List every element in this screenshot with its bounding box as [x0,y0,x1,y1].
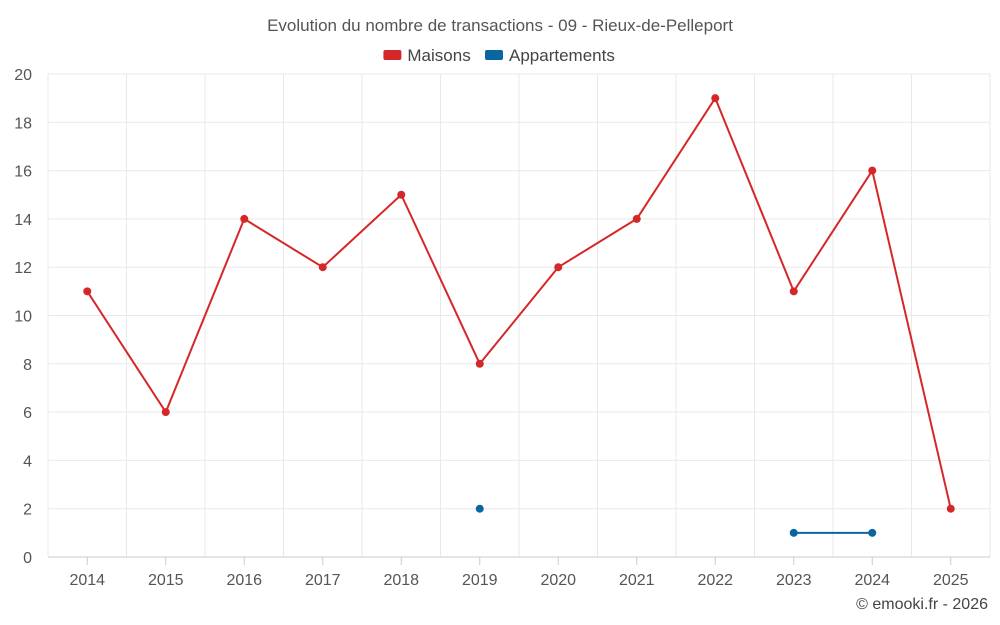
legend-item-appartements[interactable]: Appartements [485,46,615,65]
y-tick-label: 4 [23,453,32,470]
legend[interactable]: Maisons Appartements [383,46,615,65]
data-point[interactable] [397,190,406,199]
data-point[interactable] [632,214,641,223]
data-point[interactable] [789,287,798,296]
data-point[interactable] [318,263,327,272]
x-tick-label: 2025 [933,572,969,589]
series-maisons [83,94,955,513]
axes: 0 2 4 6 8 10 12 14 16 18 20 2014 2015 2016 2017 2018 201… [14,67,990,589]
x-tick-label: 2015 [148,572,184,589]
y-tick-label: 18 [14,115,32,132]
x-tick-label: 2023 [776,572,812,589]
credit-text: © emooki.fr - 2026 [856,596,988,613]
x-tick-label: 2017 [305,572,341,589]
y-tick-label: 14 [14,212,32,229]
legend-item-maisons[interactable]: Maisons [383,46,471,65]
data-point[interactable] [868,166,877,175]
data-point[interactable] [83,287,92,296]
legend-label: Appartements [509,46,615,65]
data-point[interactable] [946,504,955,513]
x-tick-label: 2018 [383,572,419,589]
y-tick-label: 8 [23,357,32,374]
y-tick-label: 10 [14,309,32,326]
data-point[interactable] [554,263,563,272]
data-point[interactable] [475,504,484,513]
chart-title: Evolution du nombre de transactions - 09… [267,16,733,35]
x-tick-label: 2020 [540,572,576,589]
series-line [86,97,952,509]
data-point[interactable] [161,408,170,417]
data-point[interactable] [475,359,484,368]
x-tick-label: 2022 [697,572,733,589]
x-tick-label: 2014 [69,572,105,589]
legend-swatch [383,50,402,60]
data-point[interactable] [240,214,249,223]
x-tick-label: 2016 [226,572,262,589]
y-tick-label: 16 [14,164,32,181]
data-point[interactable] [711,94,720,103]
y-tick-label: 12 [14,260,32,277]
y-tick-label: 2 [23,502,32,519]
x-tick-label: 2019 [462,572,498,589]
x-tick-label: 2021 [619,572,655,589]
series-layer [83,94,955,537]
series-appartements [475,504,877,537]
legend-label: Maisons [407,46,470,65]
data-point[interactable] [868,528,877,537]
y-tick-label: 6 [23,405,32,422]
x-tick-label: 2024 [854,572,890,589]
legend-swatch [485,50,503,60]
y-tick-label: 0 [23,550,32,567]
data-point[interactable] [789,528,798,537]
y-tick-label: 20 [14,67,32,84]
